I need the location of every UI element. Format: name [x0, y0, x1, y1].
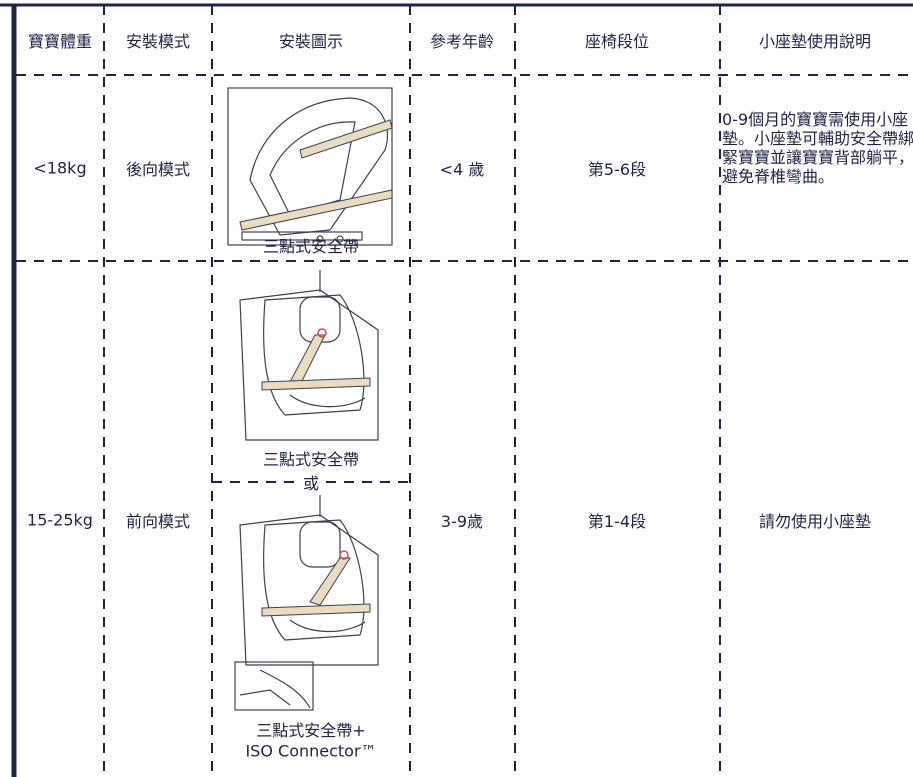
header-cell: 安裝模式 [125, 32, 191, 51]
weight-cell: <18kg [33, 158, 87, 178]
usage-cell: 0-9個月的寶寶需使用小座墊。小座墊可輔助安全帶綁緊寶寶並讓寶寶背部躺平，避免脊… [722, 110, 913, 186]
isofix-detail [234, 661, 314, 711]
install-caption: 三點式安全帶+ [256, 721, 366, 740]
header-cell: 小座墊使用說明 [758, 32, 872, 51]
mode-cell: 前向模式 [125, 512, 191, 531]
header-cell: 安裝圖示 [278, 32, 344, 51]
age-cell: <4 歲 [439, 160, 485, 179]
install-separator: 或 [302, 474, 320, 493]
header-cell: 座椅段位 [584, 32, 650, 51]
header-cell: 參考年齡 [429, 32, 495, 51]
age-cell: 3-9歲 [440, 512, 484, 531]
forward-facing-illustration [239, 495, 379, 666]
weight-cell: 15-25kg [27, 510, 93, 530]
mode-cell: 後向模式 [125, 160, 191, 179]
rear-facing-illustration [227, 87, 393, 246]
position-cell: 第5-6段 [587, 160, 647, 179]
position-cell: 第1-4段 [587, 512, 647, 531]
grid-lines [16, 5, 913, 777]
install-caption: ISO Connector™ [245, 741, 377, 761]
install-caption: 三點式安全帶 [262, 237, 360, 256]
install-caption: 三點式安全帶 [262, 450, 360, 469]
header-cell: 寶寶體重 [27, 32, 93, 51]
forward-facing-illustration [239, 270, 379, 441]
usage-cell: 請勿使用小座墊 [758, 512, 872, 531]
